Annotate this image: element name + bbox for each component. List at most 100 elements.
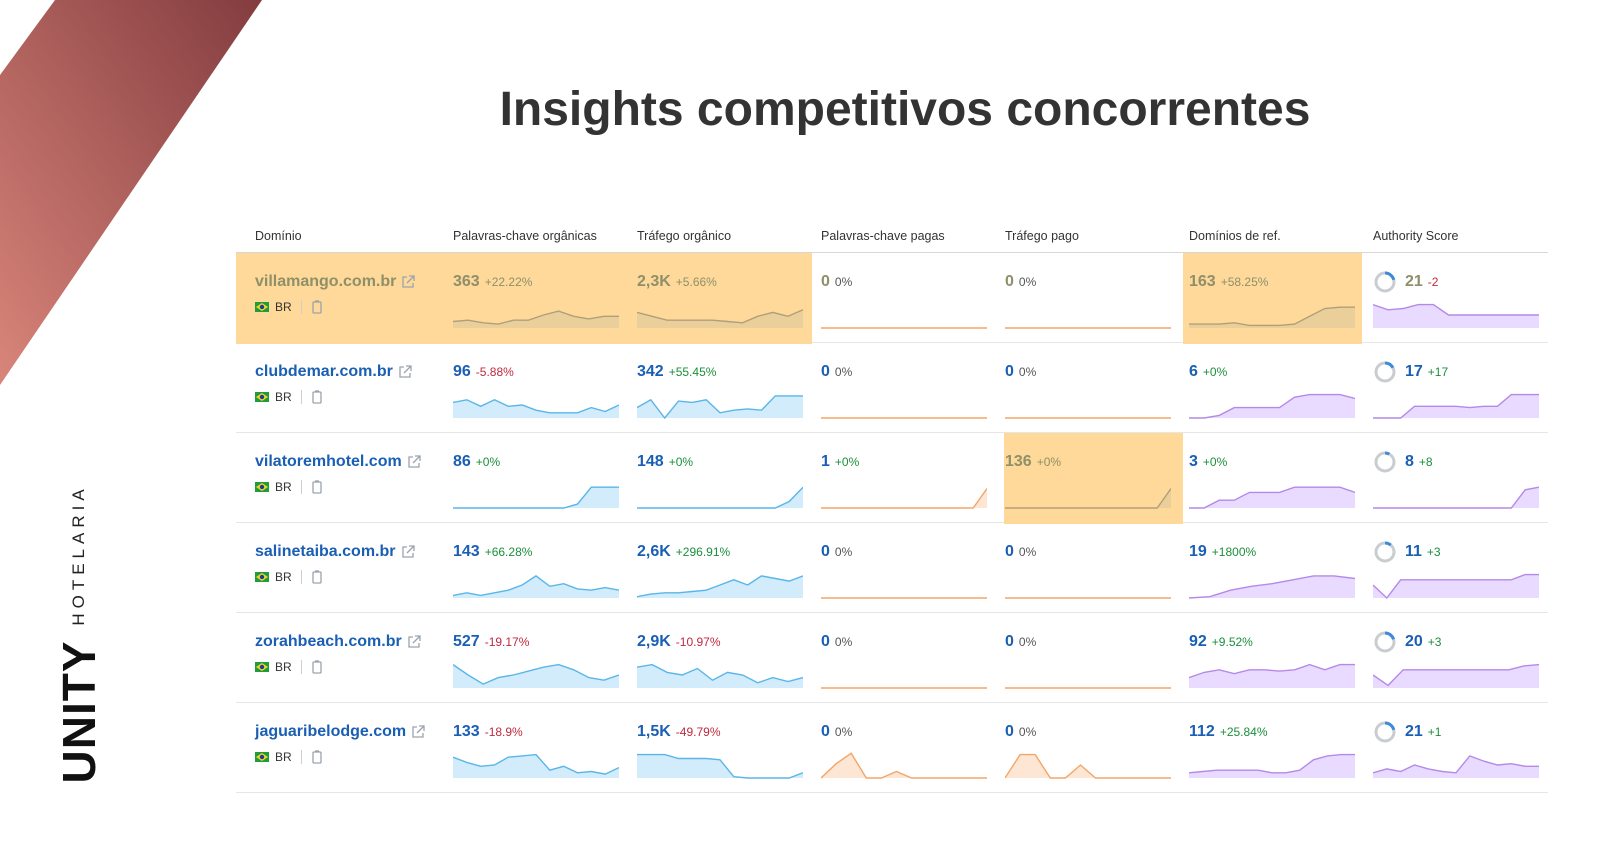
organic-keywords-metric[interactable]: 363 +22.22% <box>453 273 532 291</box>
table-row[interactable]: jaguaribelodge.com BR 133 -18.9% 1,5K -49.79%… <box>236 703 1548 793</box>
external-link-icon[interactable] <box>411 725 425 739</box>
copy-icon[interactable] <box>311 660 323 674</box>
authority-score-metric[interactable]: 21 -2 <box>1405 273 1438 291</box>
table-row[interactable]: zorahbeach.com.br BR 527 -19.17% 2,9K -10.97%… <box>236 613 1548 703</box>
paid-traffic-metric[interactable]: 0 0% <box>1005 273 1036 291</box>
organic-keywords-metric[interactable]: 86 +0% <box>453 453 500 471</box>
external-link-icon[interactable] <box>407 635 421 649</box>
authority-score-metric[interactable]: 11 +3 <box>1405 543 1441 561</box>
paid-keywords-metric[interactable]: 0 0% <box>821 273 852 291</box>
copy-icon[interactable] <box>311 750 323 764</box>
paid-traffic-metric[interactable]: 0 0% <box>1005 543 1036 561</box>
organic-traffic-value[interactable]: 2,6K <box>637 543 671 560</box>
organic-keywords-value[interactable]: 143 <box>453 543 480 560</box>
organic-traffic-metric[interactable]: 342 +55.45% <box>637 363 716 381</box>
header-referring-domains[interactable]: Domínios de ref. <box>1189 229 1281 243</box>
external-link-icon[interactable] <box>401 545 415 559</box>
organic-traffic-metric[interactable]: 2,6K +296.91% <box>637 543 730 561</box>
domain-link[interactable]: salinetaiba.com.br <box>255 543 415 561</box>
domain-link[interactable]: zorahbeach.com.br <box>255 633 421 651</box>
referring-domains-metric[interactable]: 112 +25.84% <box>1189 723 1268 741</box>
organic-keywords-metric[interactable]: 96 -5.88% <box>453 363 514 381</box>
copy-icon[interactable] <box>311 390 323 404</box>
paid-keywords-value[interactable]: 0 <box>821 633 830 650</box>
referring-domains-metric[interactable]: 19 +1800% <box>1189 543 1256 561</box>
paid-traffic-metric[interactable]: 136 +0% <box>1005 453 1061 471</box>
organic-traffic-value[interactable]: 2,3K <box>637 273 671 290</box>
table-row[interactable]: salinetaiba.com.br BR 143 +66.28% 2,6K +296.9… <box>236 523 1548 613</box>
domain-name[interactable]: zorahbeach.com.br <box>255 633 402 650</box>
domain-link[interactable]: jaguaribelodge.com <box>255 723 425 741</box>
paid-keywords-metric[interactable]: 0 0% <box>821 543 852 561</box>
paid-keywords-value[interactable]: 0 <box>821 273 830 290</box>
paid-traffic-metric[interactable]: 0 0% <box>1005 363 1036 381</box>
domain-link[interactable]: vilatoremhotel.com <box>255 453 421 471</box>
domain-link[interactable]: villamango.com.br <box>255 273 416 291</box>
domain-link[interactable]: clubdemar.com.br <box>255 363 412 381</box>
paid-keywords-value[interactable]: 0 <box>821 363 830 380</box>
copy-icon[interactable] <box>311 570 323 584</box>
organic-traffic-value[interactable]: 342 <box>637 363 664 380</box>
header-domain[interactable]: Domínio <box>255 229 302 243</box>
paid-traffic-metric[interactable]: 0 0% <box>1005 633 1036 651</box>
paid-keywords-metric[interactable]: 0 0% <box>821 633 852 651</box>
table-row[interactable]: clubdemar.com.br BR 96 -5.88% 342 +55.45% 0 0% 0… <box>236 343 1548 433</box>
authority-score-metric[interactable]: 20 +3 <box>1405 633 1441 651</box>
paid-traffic-value[interactable]: 0 <box>1005 543 1014 560</box>
domain-name[interactable]: salinetaiba.com.br <box>255 543 396 560</box>
referring-domains-value[interactable]: 19 <box>1189 543 1207 560</box>
organic-keywords-value[interactable]: 86 <box>453 453 471 470</box>
paid-traffic-metric[interactable]: 0 0% <box>1005 723 1036 741</box>
domain-name[interactable]: villamango.com.br <box>255 273 397 290</box>
header-organic-traffic[interactable]: Tráfego orgânico <box>637 229 732 243</box>
organic-keywords-metric[interactable]: 143 +66.28% <box>453 543 532 561</box>
paid-keywords-metric[interactable]: 1 +0% <box>821 453 859 471</box>
referring-domains-value[interactable]: 112 <box>1189 723 1215 740</box>
organic-traffic-metric[interactable]: 148 +0% <box>637 453 693 471</box>
organic-traffic-value[interactable]: 1,5K <box>637 723 671 740</box>
organic-keywords-value[interactable]: 527 <box>453 633 480 650</box>
paid-keywords-metric[interactable]: 0 0% <box>821 723 852 741</box>
paid-traffic-value[interactable]: 0 <box>1005 723 1014 740</box>
authority-score-value[interactable]: 8 <box>1405 453 1414 470</box>
referring-domains-value[interactable]: 3 <box>1189 453 1198 470</box>
external-link-icon[interactable] <box>401 275 416 289</box>
organic-traffic-metric[interactable]: 1,5K -49.79% <box>637 723 721 741</box>
domain-name[interactable]: clubdemar.com.br <box>255 363 393 380</box>
header-organic-keywords[interactable]: Palavras-chave orgânicas <box>453 229 597 243</box>
authority-score-value[interactable]: 20 <box>1405 633 1423 650</box>
paid-keywords-metric[interactable]: 0 0% <box>821 363 852 381</box>
paid-traffic-value[interactable]: 136 <box>1005 453 1032 470</box>
authority-score-value[interactable]: 11 <box>1405 543 1422 560</box>
organic-traffic-value[interactable]: 148 <box>637 453 664 470</box>
table-row[interactable]: villamango.com.br BR 363 +22.22% 2,3K +5.66% 0… <box>236 253 1548 344</box>
paid-traffic-value[interactable]: 0 <box>1005 633 1014 650</box>
referring-domains-value[interactable]: 92 <box>1189 633 1207 650</box>
organic-keywords-value[interactable]: 363 <box>453 273 480 290</box>
authority-score-value[interactable]: 17 <box>1405 363 1423 380</box>
copy-icon[interactable] <box>311 300 323 314</box>
referring-domains-metric[interactable]: 92 +9.52% <box>1189 633 1253 651</box>
paid-keywords-value[interactable]: 1 <box>821 453 830 470</box>
paid-keywords-value[interactable]: 0 <box>821 723 830 740</box>
organic-traffic-metric[interactable]: 2,9K -10.97% <box>637 633 721 651</box>
organic-keywords-metric[interactable]: 527 -19.17% <box>453 633 529 651</box>
organic-keywords-value[interactable]: 133 <box>453 723 480 740</box>
authority-score-value[interactable]: 21 <box>1405 723 1423 740</box>
paid-traffic-value[interactable]: 0 <box>1005 363 1014 380</box>
external-link-icon[interactable] <box>398 365 412 379</box>
authority-score-metric[interactable]: 17 +17 <box>1405 363 1448 381</box>
organic-keywords-value[interactable]: 96 <box>453 363 471 380</box>
header-paid-keywords[interactable]: Palavras-chave pagas <box>821 229 945 243</box>
referring-domains-value[interactable]: 163 <box>1189 273 1216 290</box>
header-paid-traffic[interactable]: Tráfego pago <box>1005 229 1079 243</box>
referring-domains-metric[interactable]: 163 +58.25% <box>1189 273 1268 291</box>
authority-score-value[interactable]: 21 <box>1405 273 1423 290</box>
header-authority-score[interactable]: Authority Score <box>1373 229 1459 243</box>
authority-score-metric[interactable]: 21 +1 <box>1405 723 1441 741</box>
domain-name[interactable]: vilatoremhotel.com <box>255 453 402 470</box>
copy-icon[interactable] <box>311 480 323 494</box>
referring-domains-value[interactable]: 6 <box>1189 363 1198 380</box>
organic-traffic-metric[interactable]: 2,3K +5.66% <box>637 273 717 291</box>
referring-domains-metric[interactable]: 6 +0% <box>1189 363 1227 381</box>
